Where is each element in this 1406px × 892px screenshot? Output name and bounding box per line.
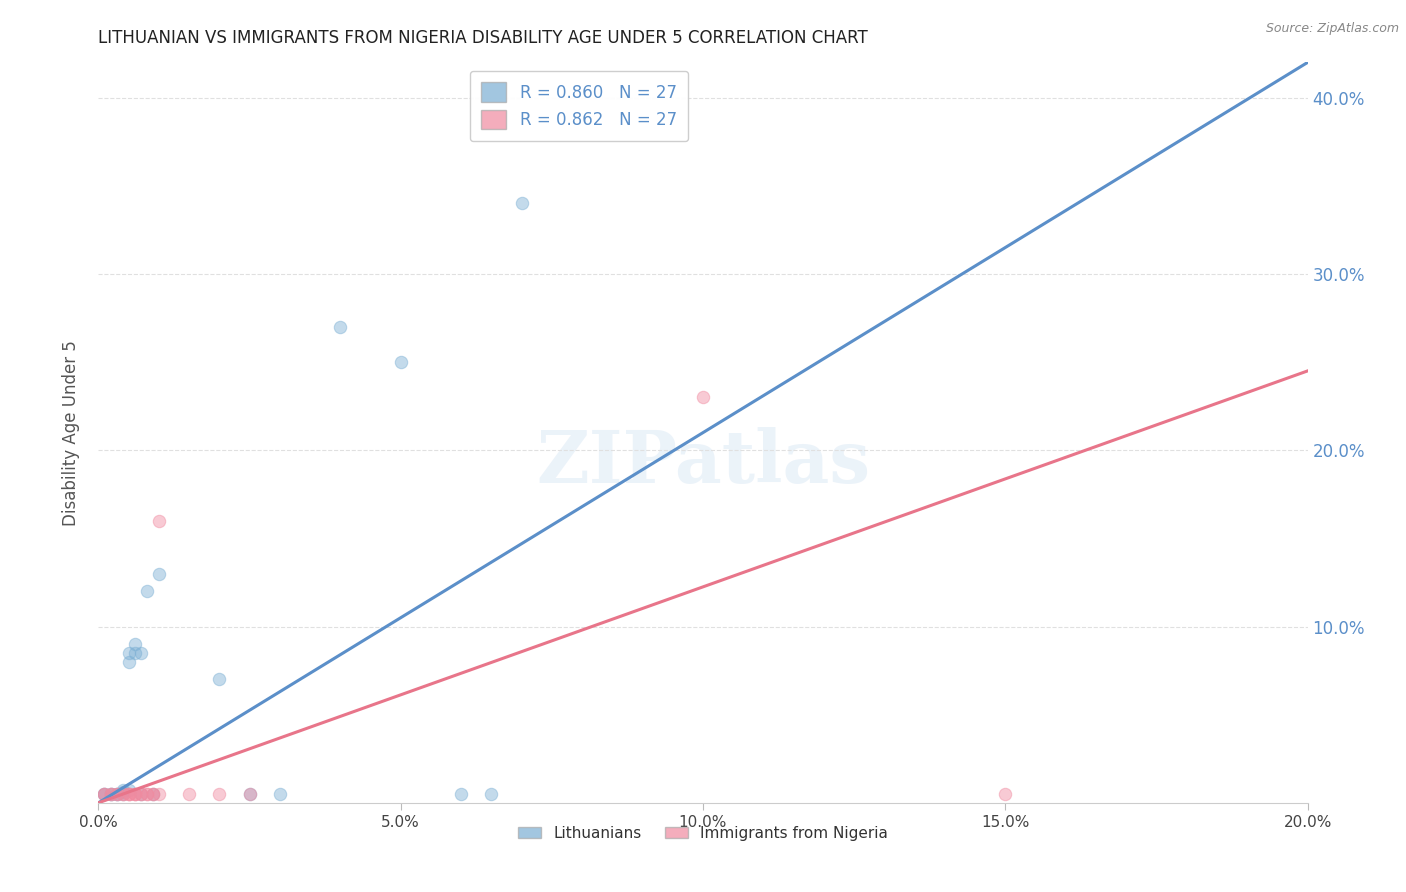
Point (142, 787, 165, 801)
Point (135, 787, 157, 801)
Point (111, 787, 134, 801)
Point (118, 646, 141, 660)
Point (93, 787, 115, 801)
Point (118, 783, 141, 797)
Point (118, 787, 141, 801)
Point (135, 787, 157, 801)
Point (100, 787, 122, 801)
Point (124, 787, 146, 801)
Point (208, 673, 231, 687)
Point (111, 787, 134, 801)
Point (692, 390, 714, 404)
Point (510, 196, 533, 211)
Point (105, 787, 128, 801)
Point (142, 787, 165, 801)
Point (111, 783, 134, 797)
Text: Source: ZipAtlas.com: Source: ZipAtlas.com (1265, 22, 1399, 36)
Point (124, 637, 146, 651)
Point (129, 646, 152, 660)
Point (111, 787, 134, 801)
Point (142, 787, 165, 801)
Text: LITHUANIAN VS IMMIGRANTS FROM NIGERIA DISABILITY AGE UNDER 5 CORRELATION CHART: LITHUANIAN VS IMMIGRANTS FROM NIGERIA DI… (98, 29, 868, 47)
Point (179, 787, 201, 801)
Point (100, 787, 122, 801)
Point (118, 787, 141, 801)
Point (118, 787, 141, 801)
Point (100, 787, 122, 801)
Point (239, 787, 262, 801)
Point (135, 584, 157, 599)
Point (124, 646, 146, 660)
Point (148, 787, 170, 801)
Legend: Lithuanians, Immigrants from Nigeria: Lithuanians, Immigrants from Nigeria (512, 820, 894, 847)
Point (93, 787, 115, 801)
Point (124, 787, 146, 801)
Point (93, 787, 115, 801)
Point (118, 655, 141, 669)
Y-axis label: Disability Age Under 5: Disability Age Under 5 (62, 340, 80, 525)
Point (111, 785, 134, 799)
Point (124, 787, 146, 801)
Point (994, 787, 1017, 801)
Point (129, 787, 152, 801)
Point (93, 787, 115, 801)
Text: ZIPatlas: ZIPatlas (536, 426, 870, 498)
Point (208, 787, 231, 801)
Point (105, 787, 128, 801)
Point (129, 787, 152, 801)
Point (148, 514, 170, 528)
Point (239, 787, 262, 801)
Point (148, 566, 170, 581)
Point (450, 787, 472, 801)
Point (100, 787, 122, 801)
Point (389, 355, 412, 369)
Point (105, 787, 128, 801)
Point (129, 787, 152, 801)
Point (105, 787, 128, 801)
Point (481, 787, 503, 801)
Point (329, 319, 352, 334)
Point (269, 787, 291, 801)
